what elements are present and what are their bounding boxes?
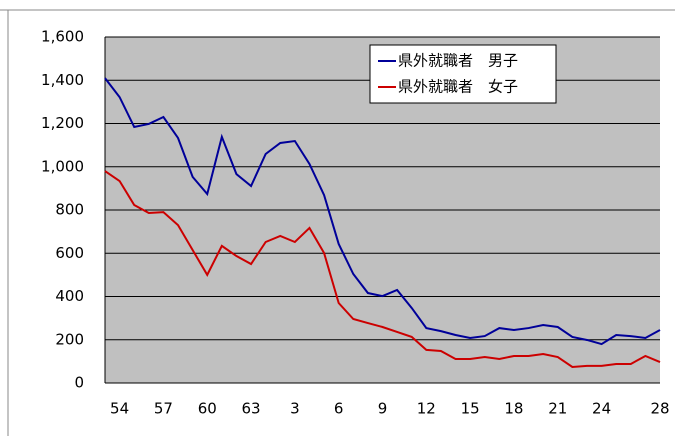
legend xyxy=(369,44,557,104)
series-line xyxy=(104,170,661,369)
x-tick-label: 63 xyxy=(242,400,261,418)
x-tick-label: 57 xyxy=(154,400,173,418)
legend-label: 県外就職者 男子 xyxy=(398,52,518,70)
legend-label: 県外就職者 女子 xyxy=(398,78,518,96)
y-tick-label: 1,000 xyxy=(41,157,84,175)
y-tick-label: 800 xyxy=(55,201,84,219)
x-tick-label: 9 xyxy=(378,400,388,418)
y-tick-label: 600 xyxy=(55,244,84,262)
y-tick-label: 1,600 xyxy=(41,28,84,46)
x-tick-label: 3 xyxy=(290,400,300,418)
y-tick-label: 1,200 xyxy=(41,114,84,132)
x-tick-label: 18 xyxy=(504,400,523,418)
x-tick-label: 6 xyxy=(334,400,344,418)
x-tick-label: 15 xyxy=(461,400,480,418)
y-tick-label: 400 xyxy=(55,287,84,305)
x-tick-label: 28 xyxy=(650,400,669,418)
x-tick-label: 24 xyxy=(592,400,611,418)
x-tick-label: 21 xyxy=(548,400,567,418)
y-tick-label: 1,400 xyxy=(41,71,84,89)
x-tick-label: 12 xyxy=(417,400,436,418)
x-tick-label: 54 xyxy=(110,400,129,418)
x-tick-label: 60 xyxy=(198,400,217,418)
series-line xyxy=(104,77,661,346)
y-tick-label: 0 xyxy=(74,374,84,392)
y-tick-label: 200 xyxy=(55,330,84,348)
